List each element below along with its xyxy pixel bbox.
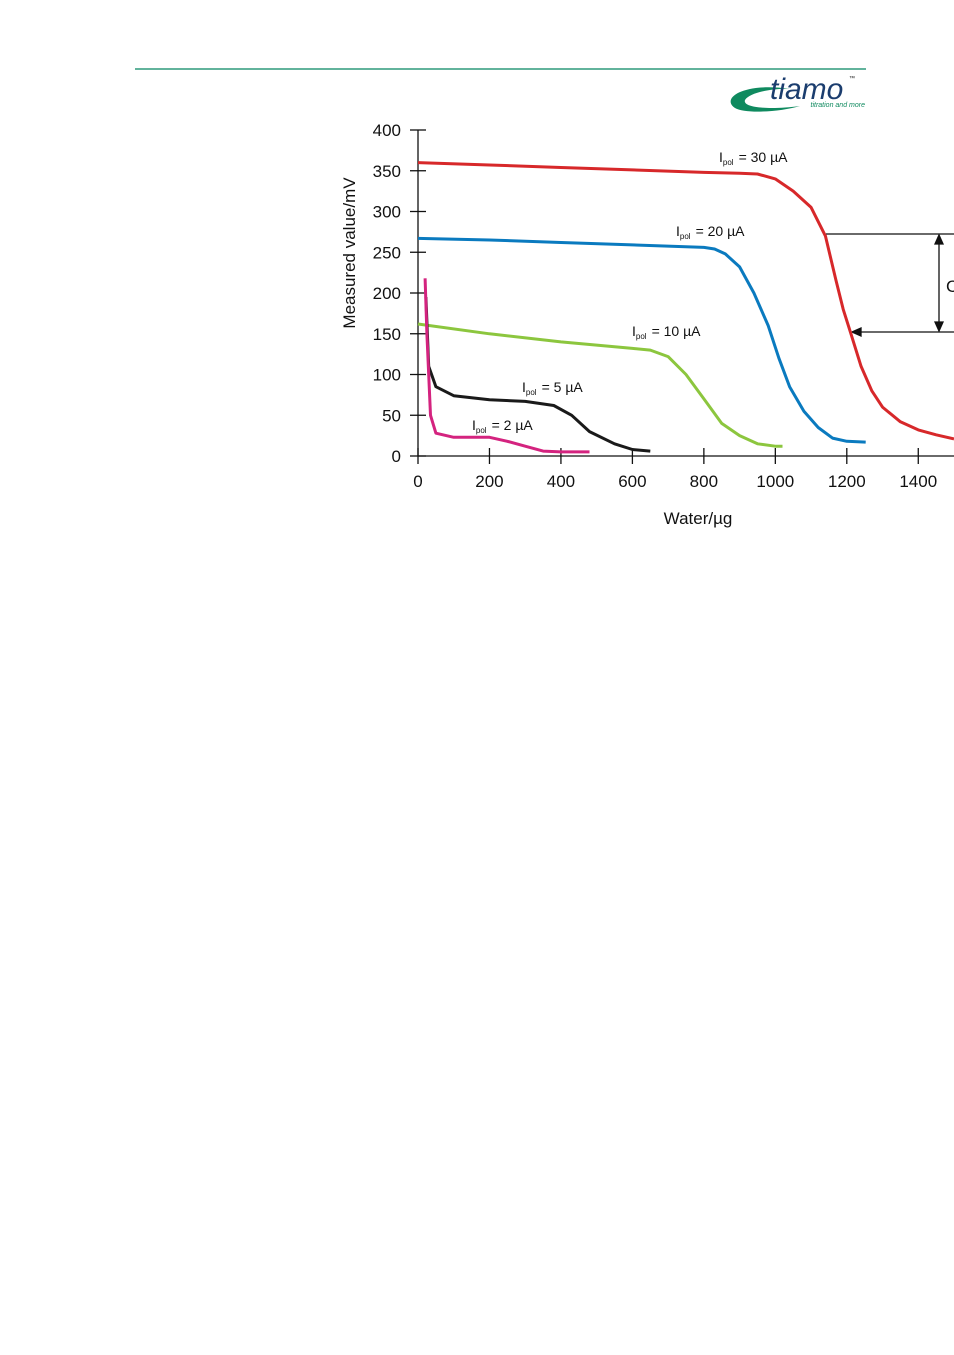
x-tick-label: 1400 xyxy=(899,472,937,491)
x-tick-label: 1200 xyxy=(828,472,866,491)
label-suffix: = 20 µA xyxy=(696,223,746,239)
label-subscript: pol xyxy=(636,332,647,341)
tagline: titration and more xyxy=(811,102,866,109)
y-tick-label: 200 xyxy=(373,284,401,303)
series-line xyxy=(417,236,866,444)
annotation-arrows xyxy=(826,233,954,338)
label-suffix: = 2 µA xyxy=(492,417,534,433)
y-tick-label: 150 xyxy=(373,325,401,344)
x-tick-label: 600 xyxy=(618,472,646,491)
label-subscript: pol xyxy=(680,232,691,241)
series-label: Ipol = 2 µA xyxy=(472,417,533,435)
chart: Water/µg Measured value/mV C 0 50 100 150 20… xyxy=(340,121,954,528)
label-suffix: = 30 µA xyxy=(739,149,789,165)
series-line xyxy=(423,278,590,454)
x-tick-label: 1000 xyxy=(756,472,794,491)
series-line xyxy=(417,322,783,448)
label-main: I xyxy=(632,323,636,339)
label-main: I xyxy=(472,417,476,433)
label-suffix: = 5 µA xyxy=(542,379,584,395)
label-subscript: pol xyxy=(476,426,487,435)
y-tick-label: 300 xyxy=(373,203,401,222)
series-line xyxy=(424,297,651,453)
annotation: C xyxy=(946,277,954,296)
label-suffix: = 10 µA xyxy=(652,323,702,339)
series-label: Ipol = 5 µA xyxy=(522,379,583,397)
series-line xyxy=(417,161,954,441)
y-axis-title: Measured value/mV xyxy=(340,177,359,329)
x-tick-label: 800 xyxy=(690,472,718,491)
y-tick-label: 0 xyxy=(392,447,401,466)
y-tick-label: 400 xyxy=(373,121,401,140)
logo: tiamo ™ titration and more xyxy=(730,73,866,112)
trademark: ™ xyxy=(849,75,855,82)
label-subscript: pol xyxy=(723,158,734,167)
label-main: I xyxy=(676,223,680,239)
y-tick-label: 100 xyxy=(373,366,401,385)
logo-swoosh xyxy=(730,87,800,112)
label-subscript: pol xyxy=(526,388,537,397)
x-axis-title: Water/µg xyxy=(664,509,733,528)
label-main: I xyxy=(719,149,723,165)
y-tick-label: 350 xyxy=(373,162,401,181)
logo-text: tiamo xyxy=(770,73,843,106)
x-tick-label: 400 xyxy=(547,472,575,491)
y-tick-label: 250 xyxy=(373,243,401,262)
series-label: Ipol = 10 µA xyxy=(632,323,701,341)
y-tick-label: 50 xyxy=(382,406,401,425)
series-label: Ipol = 30 µA xyxy=(719,149,788,167)
series-label: Ipol = 20 µA xyxy=(676,223,745,241)
x-tick-label: 0 xyxy=(413,472,422,491)
label-main: I xyxy=(522,379,526,395)
x-tick-label: 200 xyxy=(475,472,503,491)
